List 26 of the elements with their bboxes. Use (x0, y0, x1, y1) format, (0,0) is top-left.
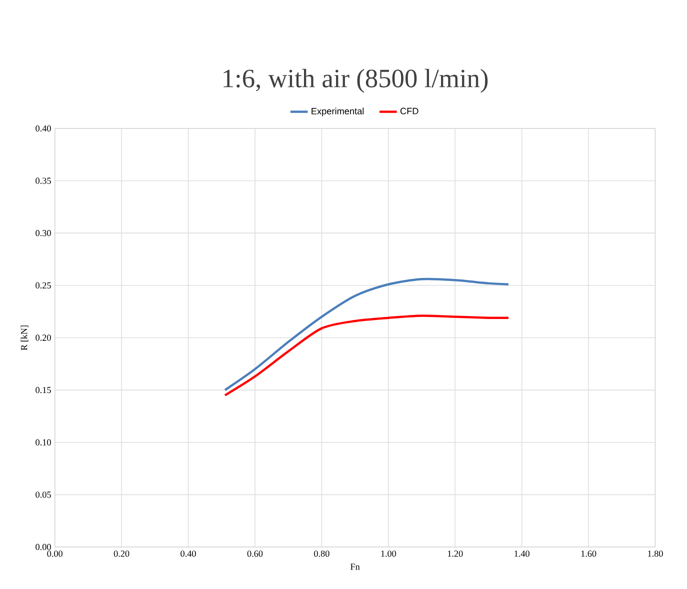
y-tick-label: 0.40 (36, 125, 51, 132)
x-tick-label: 0.40 (180, 550, 196, 557)
line-series (224, 278, 510, 392)
legend-label: Experimental (312, 108, 364, 116)
y-tick-label: 0.25 (36, 282, 51, 289)
x-tick-label: 1.60 (581, 550, 596, 557)
x-tick-label: 0.00 (47, 550, 62, 557)
y-tick-label: 0.20 (36, 334, 51, 341)
x-tick-label: 0.80 (314, 550, 330, 557)
y-axis-title: R [kN] (20, 326, 28, 350)
y-tick-label: 0.00 (36, 544, 51, 550)
x-tick-label: 0.60 (247, 550, 263, 557)
x-axis-title: Fn (350, 564, 360, 570)
x-tick-label: 0.20 (114, 550, 130, 557)
y-tick-label: 0.10 (36, 439, 51, 446)
x-tick-label: 1.20 (448, 550, 463, 557)
y-tick-label: 0.15 (36, 387, 51, 394)
line-series (224, 314, 510, 396)
y-tick-label: 0.05 (36, 492, 51, 498)
y-tick-label: 0.35 (36, 178, 51, 184)
x-tick-label: 1.80 (648, 550, 663, 557)
x-tick-label: 1.40 (514, 550, 530, 557)
x-tick-label: 1.00 (381, 550, 396, 557)
legend-label: CFD (400, 108, 418, 114)
y-tick-label: 0.30 (36, 230, 51, 236)
chart-title: 1:6, with air (8500 l/min) (224, 68, 488, 93)
